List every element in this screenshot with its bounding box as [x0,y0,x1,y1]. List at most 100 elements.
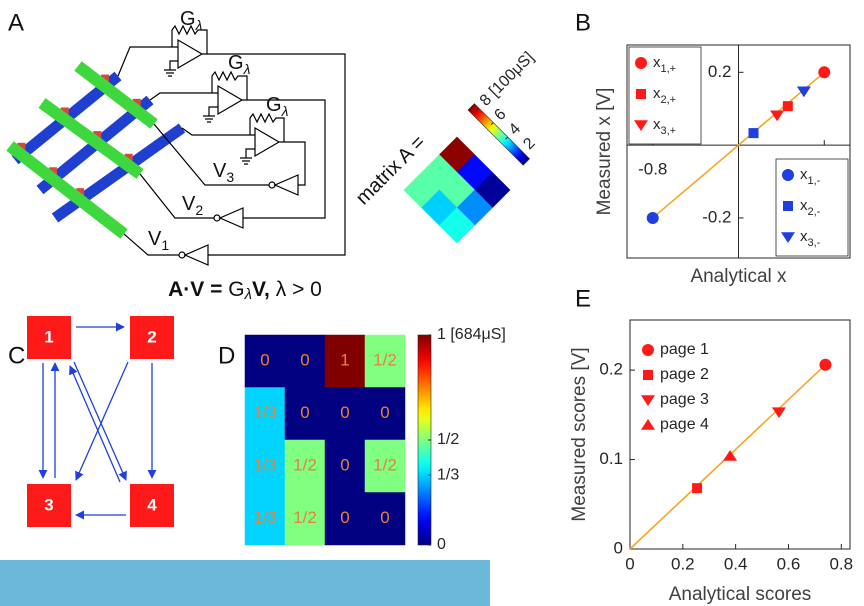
panel-label: A [8,9,24,36]
gain-base: G [266,94,282,116]
x-axis-label: Analytical scores [669,584,812,605]
cell-label: 1/2 [373,351,397,370]
heatmap-cell [364,334,406,388]
wire [181,112,306,186]
colorbar-tick [505,136,509,140]
cell-label: 0 [340,403,349,422]
edge [69,365,121,483]
colorbar-tick-label: 8 [100μS] [477,49,538,110]
heatmap-cell [324,439,366,493]
y-tick-label: -0.2 [702,207,731,226]
legend-name: x [800,228,808,245]
legend-name: x [653,85,661,102]
heatmap-cell [284,387,326,441]
cell-label: 1/2 [373,456,397,475]
heatmap-cell [244,492,286,546]
legend-label: x2,+ [653,85,676,106]
cell-label: 1/3 [253,456,277,475]
legend-label: page 1 [660,341,709,358]
gain-sub: λ [195,17,203,33]
data-point [646,211,659,224]
legend-marker [634,120,648,131]
crossbar-column [38,98,144,179]
graph-edges [38,322,157,520]
data-point [819,358,832,371]
colorbar-tick-label: 2 [520,135,538,153]
legend-label: x3,- [800,228,821,249]
x-tick-label: 0.4 [724,554,748,573]
colorbar-bar [467,103,530,166]
gain-base: G [228,52,244,74]
legend-marker [641,395,655,406]
voltage-base: V [148,228,162,250]
y-tick-label: 0.2 [708,62,732,81]
ground [240,148,255,165]
legend-sub: 1,+ [661,63,677,75]
x-axis-label: Analytical x [690,266,787,287]
legend-name: page 2 [660,366,709,383]
cell-label: 1/3 [253,403,277,422]
node [27,484,71,527]
y-tick-label: 0.1 [599,449,623,468]
cell-label: 1 [340,351,349,370]
legend-sub: 3,+ [661,125,677,137]
legend-marker [781,232,795,243]
cell-label: 0 [260,351,269,370]
legend-name: page 3 [660,391,709,408]
legend-marker [643,370,653,380]
gain-label: Gλ [266,94,289,118]
data-point [770,110,785,122]
legend-sub: 2,+ [661,94,677,106]
plot-frame [629,319,851,550]
panel-label: D [218,342,235,369]
wire [149,70,326,219]
legend-marker [636,89,646,99]
crossbar-columns [6,61,158,239]
equation-v: V, [252,278,270,301]
cell-label: 0 [380,508,389,527]
voltage-base: V [182,193,196,215]
node [130,484,174,527]
x-tick-label: 0.2 [671,554,695,573]
legend-marker [782,169,794,181]
equation-condition: λ > 0 [276,278,322,301]
heatmap-cell [364,439,406,493]
legend-label: page 4 [660,416,709,433]
legend-label: x2,- [800,197,821,218]
heatmap-cell [284,492,326,546]
gain-base: G [180,8,196,30]
data-point [782,101,793,112]
cell-label: 0 [300,403,309,422]
crossbar-row [51,123,186,223]
legend-sub: 3,- [808,237,821,249]
cell-label: 0 [340,456,349,475]
legend-label: page 3 [660,391,709,408]
fit-line [652,71,825,219]
legend-marker [641,419,655,430]
equation-g-sub: λ [244,286,252,303]
panel-label: B [575,9,591,36]
voltage-sub: 3 [226,169,234,185]
legend-marker [642,344,654,356]
y-tick-label: 0 [614,538,623,557]
legend-marker [783,201,793,211]
ground [164,60,178,77]
voltage-label: V1 [148,228,169,252]
legend-name: x [800,166,808,183]
legend-name: x [653,54,661,71]
voltage-sub: 2 [195,202,203,218]
y-axis-label: Measured x [V] [594,88,615,216]
wire [117,24,346,256]
colorbar-tick [476,107,480,111]
gain-label: Gλ [180,8,203,32]
node [27,316,71,359]
legend-label: page 2 [660,366,709,383]
heatmap-cell [244,334,286,388]
colorbar-tick-label: 0 [437,536,446,553]
data-point [796,86,811,98]
heatmap-cell [364,492,406,546]
node-label: 2 [147,327,156,346]
panel-label: E [575,285,591,312]
footer-bar [0,560,490,606]
